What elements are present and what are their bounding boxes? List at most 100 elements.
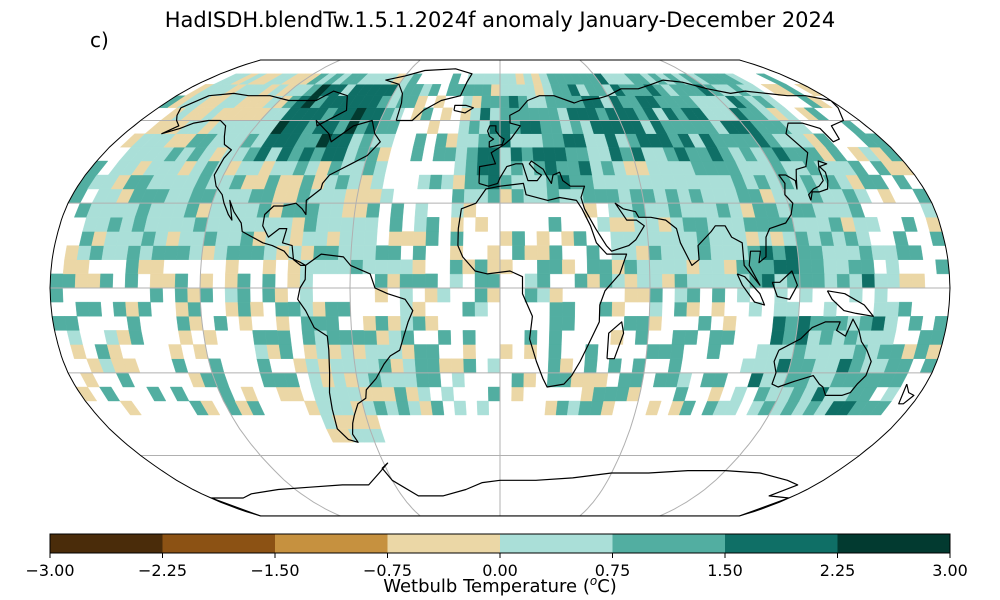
grid-cell (846, 160, 869, 176)
grid-cell (756, 73, 787, 85)
coastline-south-america (297, 253, 414, 443)
grid-cell (697, 316, 712, 331)
coastline-indonesia (736, 273, 766, 306)
grid-cell (611, 301, 626, 317)
colorbar-ticks: −3.00 −2.25 −1.50 −0.75 0.00 0.75 1.50 2.25 3.00 (25, 553, 968, 580)
grid-cell (561, 259, 576, 275)
coastline-japan (808, 160, 829, 201)
meridian-line (579, 60, 651, 516)
grid-cell (407, 73, 423, 85)
grid-cell (892, 231, 909, 246)
colorbar-tick-label: 1.50 (707, 561, 743, 580)
grid-cell (908, 245, 924, 260)
grid-cell (440, 386, 455, 402)
coastline-new-guinea (826, 290, 874, 317)
grid-cell (683, 330, 699, 345)
meridian-line (199, 60, 341, 516)
grid-cell (901, 217, 918, 232)
colorbar-segments (50, 534, 951, 553)
colorbar-segment (500, 534, 613, 553)
grid-cell (864, 217, 881, 232)
coastline-borneo (771, 270, 798, 300)
colorbar-segment (387, 534, 501, 553)
coastline-new-zealand (898, 383, 915, 405)
grid-cell (425, 316, 439, 331)
colorbar-tick-label: −2.25 (138, 561, 187, 580)
grid-cell (426, 217, 440, 232)
coastline-africa (457, 182, 628, 388)
colorbar-tick-label: 2.25 (820, 561, 856, 580)
grid-cell (427, 84, 442, 96)
grid-cell (449, 73, 462, 85)
colorbar-tick-label: 0.75 (595, 561, 631, 580)
colorbar-segment (837, 534, 951, 553)
colorbar-tick-label: 3.00 (932, 561, 968, 580)
grid-cell (722, 316, 737, 331)
coastline-eurasia (478, 79, 844, 286)
colorbar-tick-label: −1.50 (250, 561, 299, 580)
coastline-north-america (161, 90, 381, 266)
grid-cell (430, 400, 445, 416)
grid-cell (64, 316, 80, 331)
panel-label: c) (90, 28, 109, 52)
grid-cell (426, 344, 440, 359)
grid-cell (200, 400, 221, 416)
grid-cell (437, 330, 452, 345)
grid-cell (250, 301, 264, 317)
colorbar-segment (612, 534, 726, 553)
grid-cell (240, 386, 259, 402)
coastline-greenland (385, 68, 473, 122)
colorbar-tick-label: −0.75 (363, 561, 412, 580)
grid-cell (476, 400, 490, 416)
meridian-line (659, 60, 801, 516)
colorbar-segment (50, 534, 163, 553)
grid-cell (169, 386, 190, 402)
grid-cell (724, 73, 753, 85)
grid-cell (213, 316, 229, 331)
grid-cell (584, 344, 599, 359)
grid-cell (536, 231, 550, 246)
grid-cell (524, 330, 538, 345)
grid-cell (119, 400, 142, 416)
grid-cell (87, 301, 103, 317)
grid-cell (99, 386, 121, 402)
anomaly-grid-cells (50, 73, 950, 443)
grid-cell (645, 400, 662, 416)
coastlines (161, 68, 915, 516)
colorbar-tick-label: 0.00 (482, 561, 518, 580)
meridian-line (349, 60, 421, 516)
grid-cell (462, 330, 476, 345)
grid-cell (748, 301, 763, 317)
colorbar-tick-label: −3.00 (25, 561, 74, 580)
colorbar-label: Wetbulb Temperature (oC) (383, 574, 617, 597)
grid-cell (146, 386, 167, 402)
coastline-iceland (453, 104, 474, 114)
graticule-lines (50, 60, 950, 516)
coastline-antarctica (210, 462, 799, 516)
grid-cell (897, 301, 913, 317)
figure-title: HadISDH.blendTw.1.5.1.2024f anomaly Janu… (164, 8, 836, 32)
colorbar-segment (275, 534, 388, 553)
coastline-madagascar (606, 321, 625, 360)
grid-cell (812, 133, 837, 148)
grid-cell (475, 217, 489, 232)
grid-cell (573, 231, 587, 246)
grid-cell (453, 400, 467, 416)
map-boundary (49, 59, 951, 517)
grid-cell (412, 133, 428, 148)
grid-cell (823, 301, 838, 317)
colorbar-segment (162, 534, 276, 553)
grid-cell (548, 217, 562, 232)
coastline-australia (771, 318, 872, 396)
grid-cell (586, 245, 600, 260)
coastline-uk (487, 125, 505, 148)
grid-cell (561, 301, 576, 317)
grid-cell (908, 316, 924, 331)
colorbar-segment (725, 534, 838, 553)
grid-cell (137, 301, 152, 317)
grid-cell (804, 95, 834, 108)
grid-cell (868, 174, 890, 190)
grid-cell (730, 386, 748, 402)
